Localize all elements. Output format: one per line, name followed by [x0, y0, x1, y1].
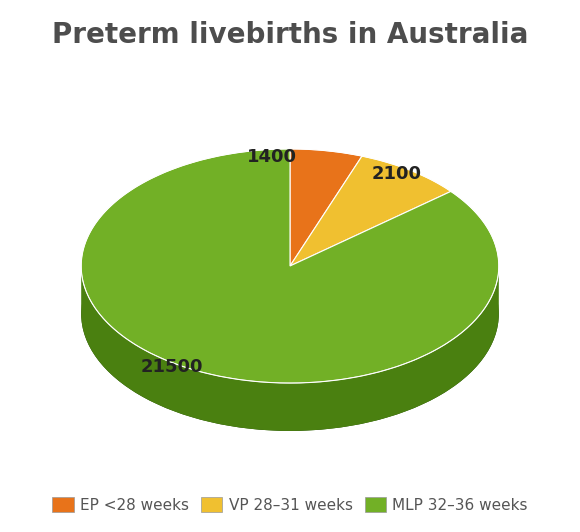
Legend: EP <28 weeks, VP 28–31 weeks, MLP 32–36 weeks: EP <28 weeks, VP 28–31 weeks, MLP 32–36 …: [46, 491, 534, 519]
Polygon shape: [290, 156, 451, 266]
Polygon shape: [81, 149, 499, 383]
Text: 21500: 21500: [140, 358, 203, 376]
Text: 2100: 2100: [372, 164, 422, 182]
Text: Preterm livebirths in Australia: Preterm livebirths in Australia: [52, 21, 528, 49]
Polygon shape: [290, 149, 362, 266]
Polygon shape: [81, 266, 499, 431]
Text: 1400: 1400: [248, 148, 298, 167]
Ellipse shape: [81, 197, 499, 431]
